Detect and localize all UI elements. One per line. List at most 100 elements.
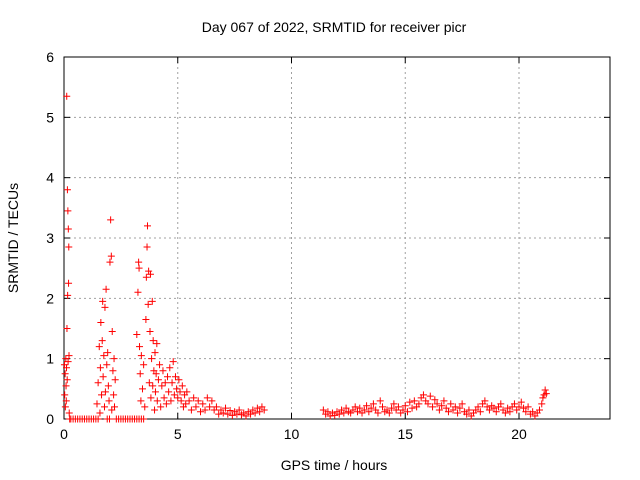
data-point	[444, 408, 452, 416]
data-point	[63, 92, 71, 100]
data-point	[219, 409, 227, 417]
data-point	[524, 403, 532, 411]
data-point	[135, 264, 143, 272]
axis-ticks: 0 5 10 15 20 0 1 2 3 4 5 6	[46, 49, 610, 442]
x-tick-label: 0	[60, 426, 68, 442]
data-point	[100, 352, 108, 360]
data-point	[492, 408, 500, 416]
data-point	[161, 379, 169, 387]
chart-title: Day 067 of 2022, SRMTID for receiver pic…	[202, 19, 467, 35]
data-point	[399, 406, 407, 414]
data-point	[476, 408, 484, 416]
data-point	[149, 382, 157, 390]
data-point	[168, 379, 176, 387]
data-point	[104, 382, 112, 390]
data-point	[152, 370, 160, 378]
y-tick-label: 4	[46, 170, 54, 186]
data-point	[147, 394, 155, 402]
data-point	[353, 408, 361, 416]
data-point	[64, 207, 72, 215]
data-point	[63, 325, 71, 332]
data-point	[170, 391, 178, 399]
data-point	[504, 404, 512, 412]
data-point	[335, 410, 343, 418]
data-point	[410, 397, 418, 405]
data-point	[182, 400, 190, 408]
data-point	[208, 397, 216, 405]
data-points	[60, 92, 550, 423]
data-point	[356, 404, 364, 412]
data-point	[98, 391, 106, 399]
data-point	[431, 396, 439, 404]
data-point	[65, 352, 73, 360]
data-point	[485, 406, 493, 414]
y-tick-label: 0	[46, 411, 54, 427]
data-point	[440, 397, 448, 405]
data-point	[167, 397, 175, 405]
data-point	[141, 403, 149, 411]
data-point	[166, 364, 174, 372]
data-point	[374, 409, 382, 417]
data-point	[99, 297, 107, 305]
data-point	[97, 318, 105, 326]
data-point	[215, 410, 223, 418]
data-point	[158, 382, 166, 390]
data-point	[197, 408, 204, 416]
data-point	[136, 343, 144, 351]
data-point	[61, 391, 69, 399]
data-point	[190, 394, 198, 402]
data-point	[107, 252, 115, 260]
data-point	[515, 403, 523, 411]
data-point	[145, 267, 153, 275]
data-point	[183, 388, 191, 396]
data-point	[501, 409, 509, 417]
data-point	[165, 388, 173, 396]
data-point	[107, 216, 115, 224]
x-tick-label: 20	[511, 426, 527, 442]
data-point	[363, 402, 371, 410]
data-point	[401, 402, 409, 410]
data-point	[177, 397, 185, 405]
data-point	[385, 409, 393, 417]
data-point	[137, 352, 145, 360]
data-point	[342, 404, 350, 412]
data-point	[319, 406, 327, 414]
data-point	[153, 340, 161, 348]
data-point	[109, 367, 117, 375]
data-point	[64, 225, 72, 233]
y-tick-label: 3	[46, 230, 54, 246]
data-point	[169, 358, 177, 366]
data-point	[156, 361, 164, 369]
data-point	[151, 388, 159, 396]
data-point	[367, 404, 375, 412]
data-point	[143, 243, 151, 251]
data-point	[365, 408, 373, 416]
data-point	[94, 415, 102, 423]
data-point	[201, 406, 209, 414]
data-point	[61, 370, 69, 378]
data-point	[419, 391, 427, 399]
data-point	[140, 415, 148, 423]
data-point	[174, 394, 182, 402]
data-point	[178, 382, 186, 390]
data-point	[235, 406, 243, 414]
data-point	[415, 400, 423, 408]
data-point	[160, 394, 168, 402]
data-point	[535, 406, 543, 414]
data-point	[340, 409, 348, 417]
data-point	[324, 408, 332, 416]
data-point	[456, 404, 464, 412]
data-point	[474, 403, 482, 411]
data-point	[465, 406, 473, 414]
data-point	[510, 400, 518, 408]
data-point	[442, 404, 450, 412]
data-point	[62, 397, 70, 405]
data-point	[93, 400, 101, 408]
data-point	[222, 404, 230, 412]
y-tick-label: 1	[46, 351, 54, 367]
data-point	[95, 343, 103, 351]
data-point	[65, 279, 73, 287]
data-point	[102, 285, 110, 293]
data-point	[162, 400, 170, 408]
data-point	[100, 403, 108, 411]
